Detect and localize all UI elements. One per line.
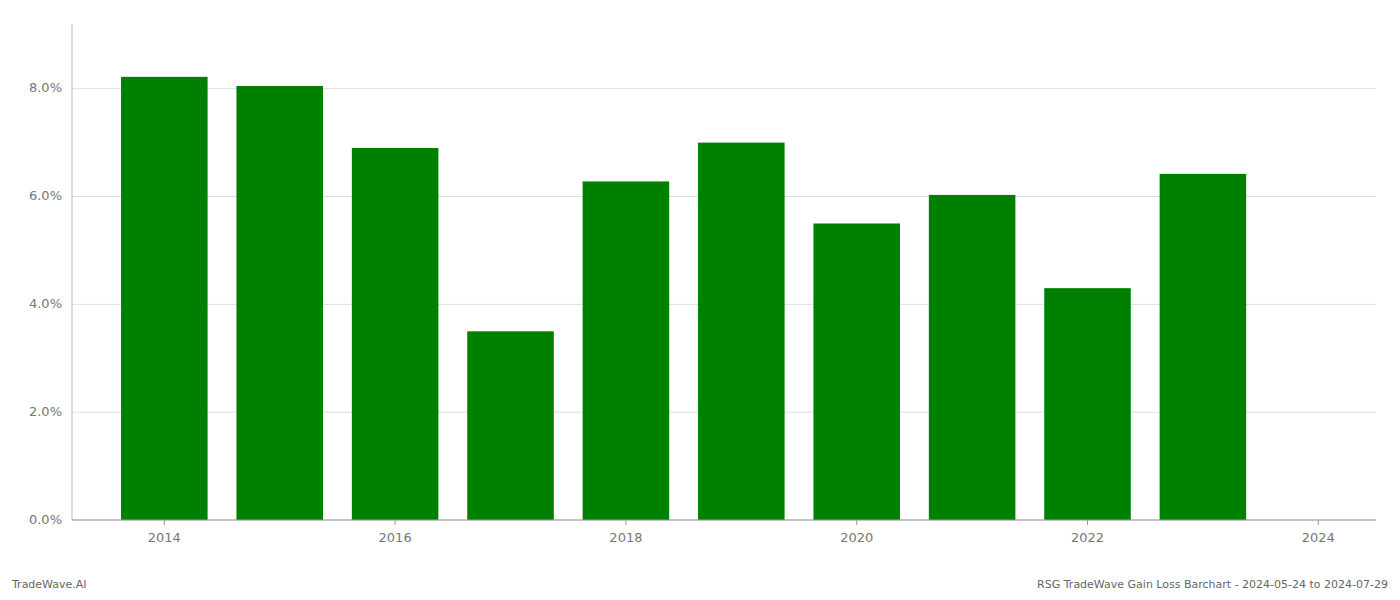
x-tick-label: 2018 [609, 530, 642, 545]
chart-svg: 0.0% 2.0% 4.0% 6.0% 8.0% 2014 2016 2018 2020 2022… [0, 0, 1400, 600]
x-tick-label: 2020 [840, 530, 873, 545]
y-axis-line [72, 24, 73, 520]
bar [1044, 288, 1131, 520]
x-tick-labels: 2014 2016 2018 2020 2022 2024 [148, 520, 1335, 545]
x-tick-label: 2022 [1071, 530, 1104, 545]
x-tick [164, 520, 165, 525]
grid-line [72, 520, 1376, 521]
x-tick [1087, 520, 1088, 525]
bar [121, 77, 208, 520]
bars [121, 77, 1246, 520]
bar [583, 181, 670, 520]
x-tick-label: 2024 [1302, 530, 1335, 545]
x-axis-line [72, 520, 1376, 521]
bar [929, 195, 1016, 520]
x-tick [856, 520, 857, 525]
bar [236, 86, 323, 520]
y-tick-label: 2.0% [29, 404, 62, 419]
x-tick-label: 2014 [148, 530, 181, 545]
x-tick-label: 2016 [379, 530, 412, 545]
x-tick [1318, 520, 1319, 525]
bar [813, 223, 900, 520]
bar [352, 148, 439, 520]
bar [467, 331, 554, 520]
y-tick-label: 0.0% [29, 512, 62, 527]
annotation: RSG TradeWave Gain Loss Barchart - 2024-… [1037, 578, 1388, 591]
annotations: TradeWave.AI RSG TradeWave Gain Loss Barc… [11, 578, 1388, 591]
bar [1160, 174, 1247, 520]
annotation: TradeWave.AI [11, 578, 87, 591]
x-tick [395, 520, 396, 525]
y-tick-label: 6.0% [29, 188, 62, 203]
y-tick-labels: 0.0% 2.0% 4.0% 6.0% 8.0% [29, 80, 62, 526]
bar [698, 143, 785, 520]
y-tick-label: 4.0% [29, 296, 62, 311]
x-tick [625, 520, 626, 525]
y-tick-label: 8.0% [29, 80, 62, 95]
chart-container: 0.0% 2.0% 4.0% 6.0% 8.0% 2014 2016 2018 2020 2022… [0, 0, 1400, 600]
